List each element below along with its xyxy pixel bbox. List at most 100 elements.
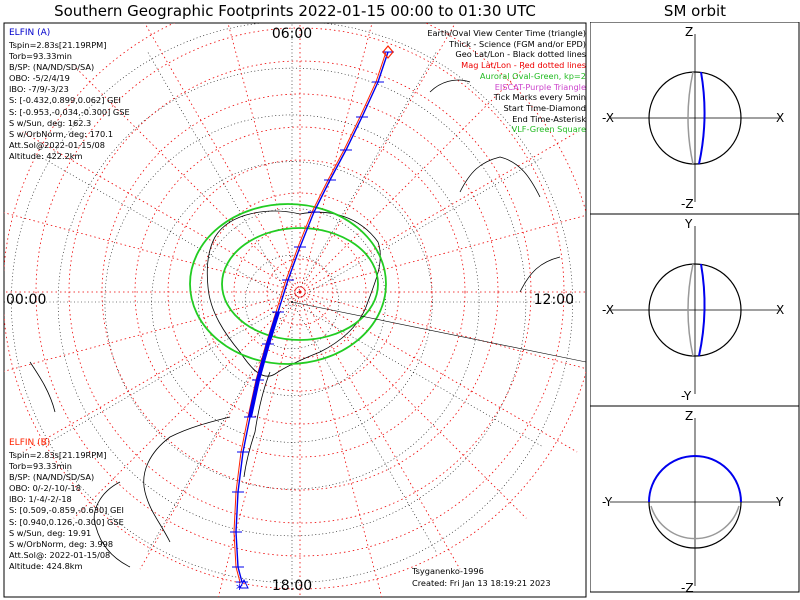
elfin-b-info: Tspin=2.83s[21.19RPM] Torb=93.33min B/SP: … [9,450,124,572]
elfin-b-info-line: Torb=93.33min [9,461,72,472]
legend-entry: Thick - Science (FGM and/or EPD) [449,38,586,49]
sm-label-bottom: -Y [681,389,692,403]
elfin-a-info-line: S w/OrbNorm, deg: 170.1 [9,128,114,139]
legend-entry: Geo Lat/Lon - Black dotted lines [455,49,586,60]
mag-lon-line [139,291,301,570]
mag-lon-line [4,212,301,293]
sm-orbit-a [648,455,742,503]
sm-label-right: Y [775,495,784,509]
sm-orbit-b [650,505,740,540]
plot-title: Southern Geographic Footprints 2022-01-1… [54,2,536,20]
mlt-label-left: 00:00 [6,292,46,308]
mlt-label-top: 06:00 [272,26,312,42]
elfin-a-info-line: Altitude: 422.2km [9,150,83,161]
sm-label-bottom: -Z [681,197,694,211]
mag-lon-line [299,291,461,570]
mag-lon-line [144,23,301,293]
coastline-segment [519,256,561,293]
geo-lat-circle [104,114,480,490]
coastline-segment [206,210,381,377]
sm-label-left: -X [602,111,614,125]
auroral-oval-outer [189,203,387,365]
mag-lat-circle [35,27,565,557]
mag-lon-line [22,291,301,453]
mag-lon-line [299,291,586,370]
geo-lon-line [146,301,293,554]
elfin-a-info: Tspin=2.83s[21.19RPM] Torb=93.33min B/SP: … [9,40,130,162]
sm-orbit-a [698,263,706,357]
map-frame [3,22,587,598]
coastline-segment [29,361,56,413]
science-segment [248,311,280,418]
mag-lon-line [22,131,301,293]
mag-lon-line [299,65,527,293]
mlt-label-bottom: 18:00 [272,578,312,594]
elfin-b-info-line: S: [0.940,0.126,-0.300] GSE [9,516,124,527]
legend-entry: End Time-Asterisk [512,113,586,124]
sm-label-top: Z [685,409,693,423]
view-center-triangle [239,578,249,589]
mag-lon-line [299,23,456,293]
mag-lon-line [299,291,383,597]
elfin-b-info-line: Tspin=2.83s[21.19RPM] [9,450,107,460]
elfin-a-info-line: S: [-0.432,0.899,0.062] GEI [9,95,121,106]
elfin-b-info-line: Att.Sol@: 2022-01-15/08 [9,549,111,560]
elfin-b-info-line: S w/OrbNorm, deg: 3.998 [9,538,114,549]
legend-entry: Auroral Oval-Green, kp=2 [479,70,586,81]
mag-lon-line [217,291,301,597]
model-label: Tsyganenko-1996 [412,566,484,576]
legend-entry: Tick Marks every 5min [493,92,586,103]
elfin-b-info-line: Altitude: 424.8km [9,560,83,571]
coastline-segment [243,371,271,478]
coastline-segment [429,79,471,93]
mag-lon-line [299,291,578,453]
satellite-tracks: * [230,45,394,598]
mag-lon-line [227,23,301,293]
sm-label-left: -X [602,303,614,317]
sm-orbit-title: SM orbit [663,2,727,20]
legend: Earth/Oval View Center Time (triangle) Th… [427,28,586,135]
mag-lon-line [299,291,527,519]
mag-grid [4,23,586,597]
elfin-a-info-line: Tspin=2.83s[21.19RPM] [9,40,107,50]
mag-lon-line [73,65,301,293]
mag-lat-circle [233,225,367,359]
coastline [29,79,561,568]
auroral-oval [189,203,387,365]
elfin-a-name: ELFIN (A) [9,28,51,38]
geo-lon-line [291,156,544,303]
elfin-b-name: ELFIN (B) [9,438,51,448]
mag-lon-line [299,131,578,293]
sm-orbit-b [687,71,694,165]
legend-entry: Earth/Oval View Center Time (triangle) [427,28,586,38]
elfin-b-info-line: B/SP: (NA/ND/SD/SA) [9,472,95,483]
geo-lon-line [40,301,293,448]
elfin-a-info-line: S: [-0.953,-0.034,-0.300] GSE [9,106,130,117]
sm-label-top: Y [684,217,693,231]
elfin-a-info-line: IBO: -7/9/-3/23 [9,84,69,95]
geo-lon-line [291,50,438,303]
sm-orbit-a [698,71,706,165]
start-diamond [382,45,394,59]
elfin-a-info-line: Torb=93.33min [9,51,72,62]
elfin-b-info-line: IBO: 1/-4/-2/-18 [9,494,72,505]
auroral-oval-inner [221,227,379,341]
geo-lat-circle [198,208,386,396]
legend-entry: VLF-Green Square [511,124,586,135]
sm-earth-circle [648,263,742,357]
elfin-b-info-line: OBO: 0/-2/-10/-18 [9,483,81,494]
end-asterisk: * [236,582,243,598]
mag-lat-circle [134,126,466,458]
sm-panel-frame [590,405,800,593]
sm-label-right: X [776,111,784,125]
sm-orbit-panels: Z -Z -X X Y -Y -X X Z -Z -Y Y [590,22,800,595]
mlt-label-right: 12:00 [534,292,574,308]
coastline-segment [94,481,131,568]
geo-lon-line [40,156,293,303]
legend-entry: Start Time-Diamond [503,102,586,113]
elfin-b-info-line: S w/Sun, deg: 19.91 [9,527,92,538]
geo-lon-line [291,301,544,448]
coastline-segment [459,156,541,198]
geo-lat-circle [244,254,340,350]
legend-entry: EISCAT-Purple Triangle [494,81,586,92]
